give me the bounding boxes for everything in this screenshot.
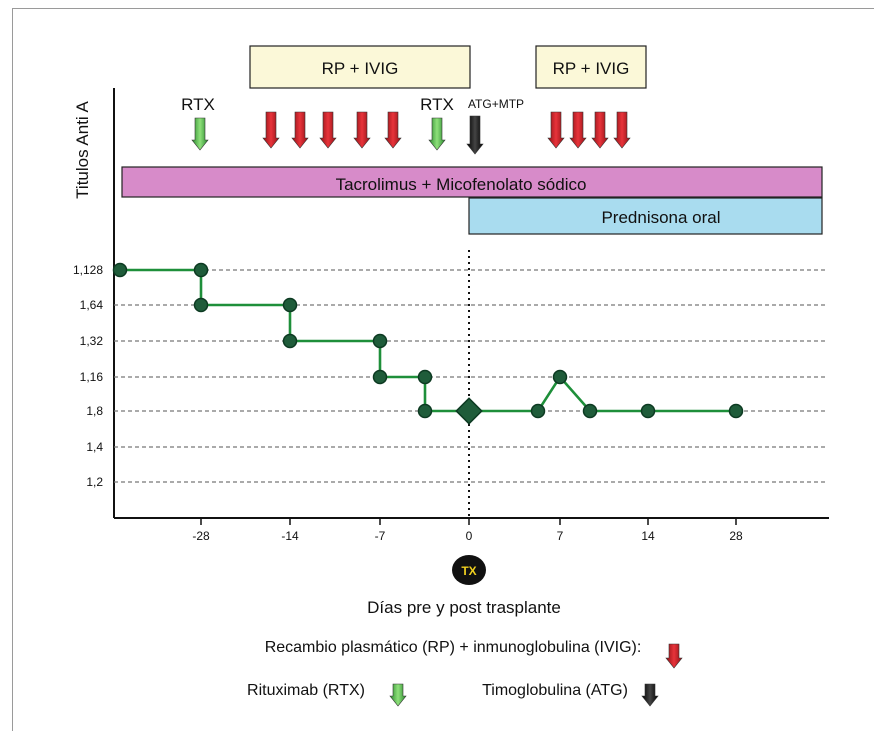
y-tick-label: 1,16	[80, 370, 104, 384]
y-tick-label: 1,2	[86, 475, 103, 489]
rp-ivig-arrow-icon	[319, 111, 337, 149]
data-point	[282, 333, 298, 349]
rp-ivig-arrow-icon	[384, 111, 402, 149]
legend-rp-ivig-arrow-icon	[665, 643, 683, 669]
data-point	[372, 333, 388, 349]
rp-ivig-arrow-icon	[262, 111, 280, 149]
prednisona-bar-label: Prednisona oral	[601, 208, 720, 227]
data-point	[728, 403, 744, 419]
y-axis-label: Titulos Anti A	[73, 101, 92, 199]
y-tick-label: 1,128	[73, 263, 103, 277]
x-tick-label: 14	[641, 529, 655, 543]
y-tick-labels: 1,128 1,64 1,32 1,16 1,8 1,4 1,2	[73, 263, 103, 489]
data-point	[640, 403, 656, 419]
rp-ivig-box-1	[249, 45, 471, 89]
data-point	[193, 262, 209, 278]
x-tick-label: -28	[192, 529, 210, 543]
tx-marker-label: TX	[461, 564, 476, 578]
y-tick-label: 1,64	[80, 298, 104, 312]
rtx-arrow-icon	[191, 117, 209, 151]
data-point	[372, 369, 388, 385]
x-tick-label: 7	[557, 529, 564, 543]
rp-ivig-arrow-icon	[547, 111, 565, 149]
rp-ivig-arrow-icon	[591, 111, 609, 149]
x-tick-label: 0	[466, 529, 473, 543]
figure-frame	[12, 8, 874, 731]
rp-ivig-box-1-label: RP + IVIG	[322, 59, 399, 78]
data-point	[530, 403, 546, 419]
x-tick-label: 28	[729, 529, 743, 543]
x-tick-label: -14	[281, 529, 299, 543]
rp-ivig-box-2	[535, 45, 647, 89]
rp-ivig-box-2-label: RP + IVIG	[553, 59, 630, 78]
tacrolimus-bar	[121, 166, 823, 198]
legend-atg-text: Timoglobulina (ATG)	[482, 682, 628, 699]
legend-rtx-text: Rituximab (RTX)	[247, 682, 365, 699]
data-point	[282, 297, 298, 313]
treatment-arrows	[191, 111, 683, 707]
tacrolimus-bar-label: Tacrolimus + Micofenolato sódico	[336, 175, 587, 194]
prednisona-bar	[468, 197, 823, 235]
grid-lines	[114, 269, 827, 483]
data-point	[455, 397, 483, 425]
legend-rp-ivig-text: Recambio plasmático (RP) + inmunoglobuli…	[265, 639, 642, 656]
x-ticks: -28 -14 -7 0 7 14 28	[192, 518, 743, 543]
atg-arrow-icon	[466, 115, 484, 155]
rp-ivig-arrow-icon	[353, 111, 371, 149]
y-tick-label: 1,32	[80, 334, 104, 348]
rp-ivig-arrow-icon	[613, 111, 631, 149]
rtx-label-2: RTX	[420, 95, 454, 114]
data-point	[112, 262, 128, 278]
data-point	[552, 369, 568, 385]
legend-atg-arrow-icon	[641, 683, 659, 707]
atg-mtp-label: ATG+MTP	[468, 97, 524, 111]
legend-rtx-arrow-icon	[389, 683, 407, 707]
data-point	[193, 297, 209, 313]
series-group	[112, 262, 744, 425]
x-tick-label: -7	[375, 529, 386, 543]
y-tick-label: 1,8	[86, 404, 103, 418]
rp-ivig-arrow-icon	[569, 111, 587, 149]
rp-ivig-arrow-icon	[291, 111, 309, 149]
x-axis-label: Días pre y post trasplante	[367, 598, 561, 617]
data-point	[582, 403, 598, 419]
y-tick-label: 1,4	[86, 440, 103, 454]
rtx-label-1: RTX	[181, 95, 215, 114]
rtx-arrow-icon	[428, 117, 446, 151]
tx-marker	[452, 555, 486, 585]
data-point	[417, 369, 433, 385]
data-point	[417, 403, 433, 419]
